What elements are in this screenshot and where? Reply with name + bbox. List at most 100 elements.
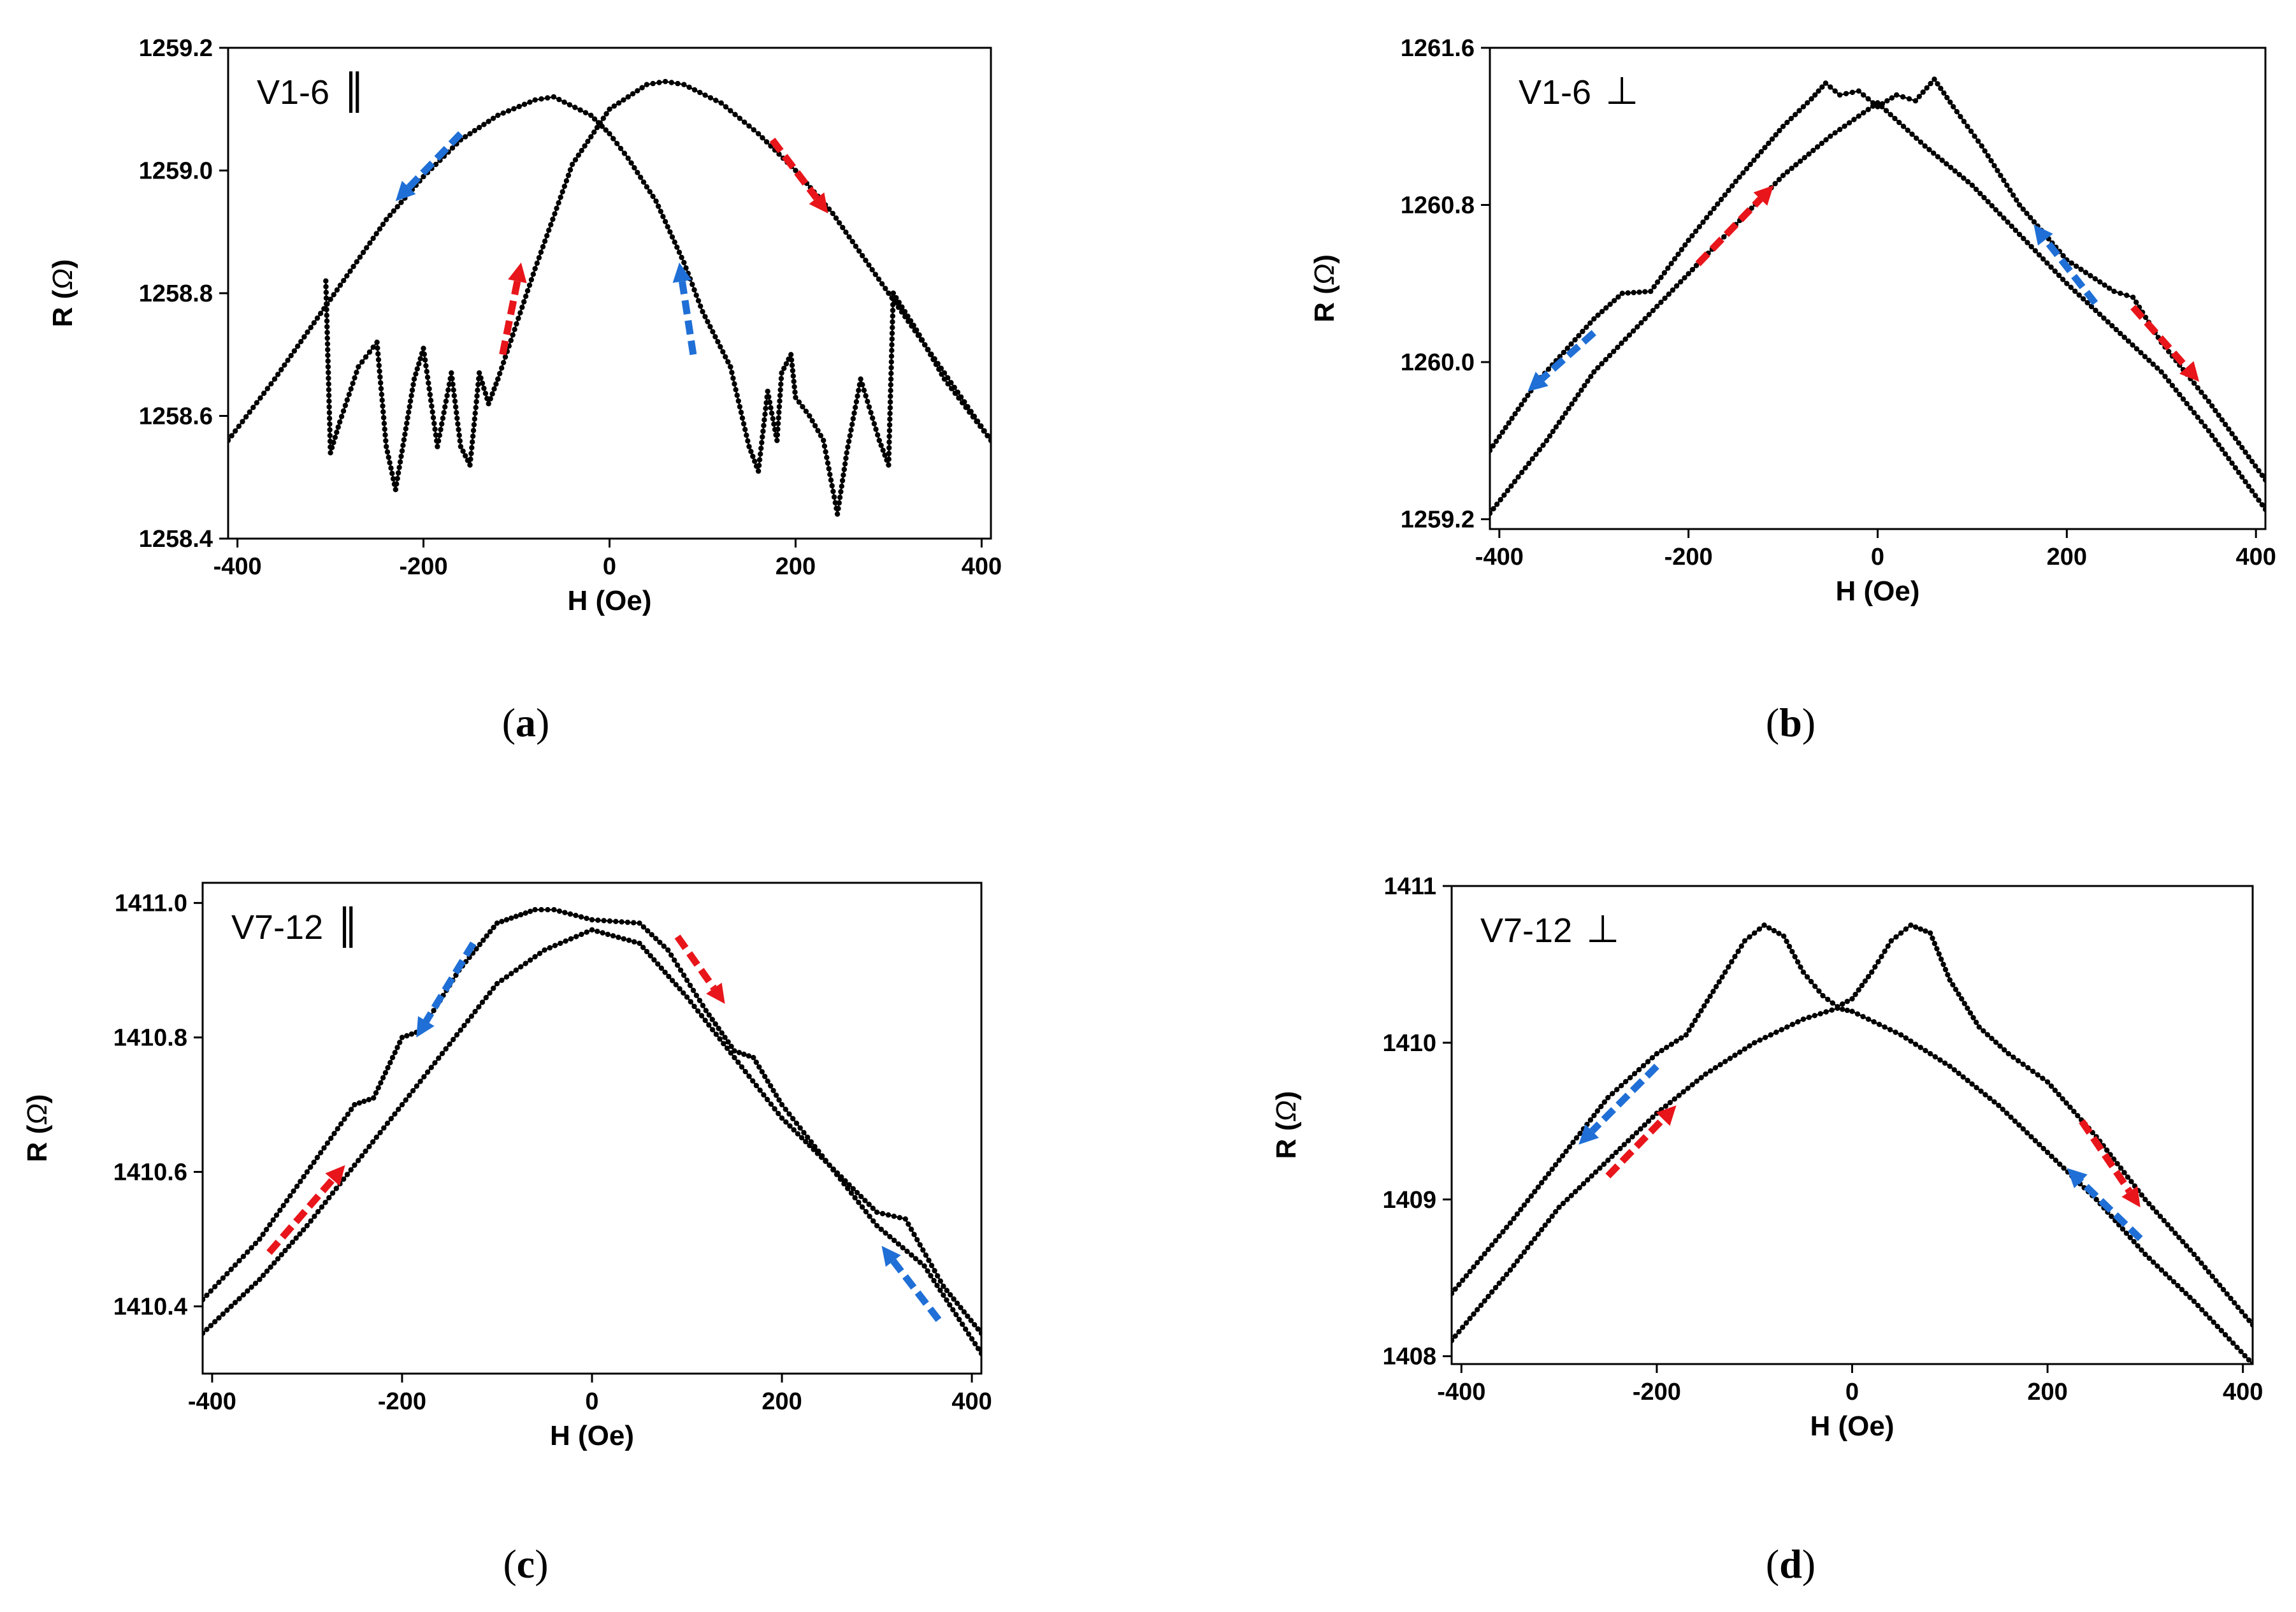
data-point	[1594, 1108, 1600, 1114]
data-point	[697, 89, 703, 96]
data-point	[1987, 1095, 1993, 1101]
data-point	[421, 345, 426, 351]
data-point	[603, 111, 609, 117]
arrow-shaft	[1695, 196, 1763, 266]
data-point	[366, 1097, 372, 1103]
data-point	[1766, 140, 1772, 146]
data-point	[2138, 350, 2144, 356]
data-point	[377, 226, 383, 232]
y-axis-label: R (Ω)	[1271, 1091, 1302, 1159]
x-tick-label: -400	[188, 1388, 236, 1415]
data-point	[1662, 295, 1668, 301]
data-point	[1879, 954, 1884, 959]
data-point	[203, 1296, 206, 1303]
data-point	[896, 300, 902, 305]
data-point	[706, 1022, 712, 1028]
data-point	[445, 387, 451, 393]
data-point	[928, 1263, 935, 1268]
data-point	[2180, 396, 2186, 402]
data-point	[491, 386, 497, 392]
data-point	[691, 87, 698, 93]
data-point	[499, 365, 505, 371]
data-point	[377, 1129, 383, 1136]
series-line-1	[1490, 78, 2265, 481]
arrow-shaft	[679, 280, 697, 356]
data-point	[558, 940, 563, 947]
data-point	[1700, 219, 1706, 225]
data-point	[1545, 367, 1552, 372]
data-point	[928, 1273, 934, 1279]
data-point	[236, 1296, 242, 1302]
data-point	[725, 359, 731, 365]
data-point	[719, 1030, 725, 1036]
y-tick-label: 1260.8	[1401, 192, 1475, 219]
data-point	[2167, 1275, 2172, 1281]
data-point	[1506, 420, 1512, 426]
data-point	[298, 338, 304, 345]
data-point	[449, 375, 455, 382]
data-point	[278, 1252, 284, 1258]
data-point	[278, 367, 284, 373]
data-point	[317, 310, 324, 316]
data-point	[1931, 76, 1937, 82]
data-point	[426, 380, 431, 386]
data-point	[793, 395, 798, 400]
data-point	[516, 316, 521, 321]
caption-letter: b	[1779, 700, 1802, 745]
data-point	[447, 1042, 452, 1047]
data-point	[2142, 1196, 2148, 1203]
data-point	[1944, 161, 1949, 167]
data-point	[585, 138, 591, 144]
data-point	[326, 393, 332, 398]
data-point	[1573, 1189, 1578, 1194]
sample-name: V1-6	[257, 73, 329, 112]
data-point	[709, 1017, 716, 1022]
data-point	[899, 309, 905, 315]
data-point	[1568, 341, 1574, 347]
data-point	[1953, 987, 1959, 992]
data-point	[417, 356, 423, 361]
y-tick-label: 1411.0	[115, 890, 187, 917]
data-point	[1654, 1050, 1660, 1057]
data-point	[890, 307, 896, 314]
plot-frame	[227, 47, 992, 540]
data-point	[851, 410, 857, 416]
data-point	[2064, 280, 2070, 286]
data-point	[1642, 316, 1648, 322]
data-point	[928, 351, 934, 357]
data-point	[577, 107, 583, 113]
data-point	[1887, 1027, 1893, 1033]
data-point	[422, 357, 428, 363]
data-point	[1979, 143, 1984, 149]
data-point	[236, 1258, 242, 1264]
data-point	[1808, 978, 1814, 985]
data-point	[558, 194, 563, 200]
data-point	[2088, 273, 2093, 279]
data-point	[607, 918, 613, 924]
data-point	[752, 458, 758, 464]
data-point	[548, 222, 554, 228]
data-point	[1633, 1130, 1640, 1136]
data-point	[421, 351, 427, 357]
arrow-head	[2033, 224, 2053, 246]
data-point	[334, 430, 340, 435]
data-point	[931, 1277, 937, 1284]
data-point	[971, 414, 978, 419]
data-point	[1578, 388, 1584, 393]
data-point	[1603, 357, 1608, 363]
data-point	[375, 357, 382, 363]
data-point	[1865, 974, 1872, 980]
data-point	[1592, 1169, 1599, 1175]
series-markers-2	[728, 290, 896, 517]
data-point	[2104, 1147, 2110, 1153]
data-point	[650, 80, 656, 87]
data-point	[863, 258, 869, 263]
data-point	[360, 249, 366, 256]
x-tick-label: 200	[762, 1388, 802, 1415]
data-point	[662, 78, 668, 85]
data-point	[427, 391, 433, 398]
data-point	[2175, 1282, 2181, 1289]
data-point	[1843, 91, 1849, 97]
data-point	[1820, 992, 1826, 999]
data-point	[1552, 1209, 1559, 1215]
